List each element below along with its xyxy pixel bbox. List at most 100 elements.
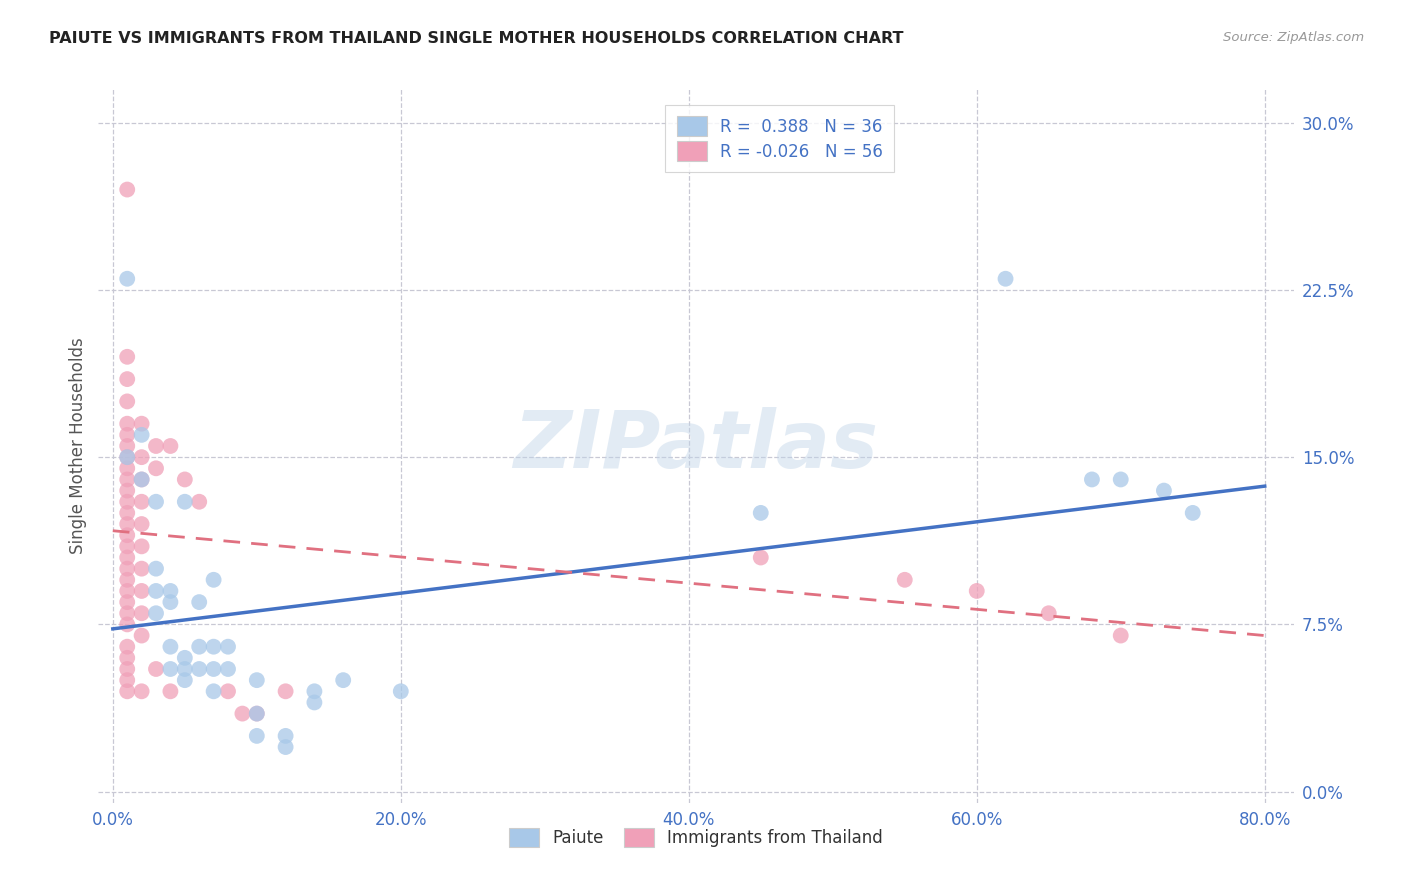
Point bbox=[115, 450, 138, 464]
Point bbox=[1181, 506, 1204, 520]
Point bbox=[217, 640, 239, 654]
Point bbox=[994, 271, 1017, 285]
Point bbox=[115, 583, 138, 598]
Point bbox=[159, 583, 181, 598]
Point bbox=[115, 539, 138, 553]
Point bbox=[304, 696, 326, 710]
Point bbox=[389, 684, 412, 698]
Point bbox=[115, 450, 138, 464]
Point bbox=[145, 662, 167, 676]
Point bbox=[115, 494, 138, 508]
Point bbox=[217, 662, 239, 676]
Point bbox=[274, 729, 297, 743]
Point bbox=[115, 394, 138, 409]
Point bbox=[131, 427, 153, 442]
Text: ZIPatlas: ZIPatlas bbox=[513, 407, 879, 485]
Point bbox=[159, 662, 181, 676]
Point bbox=[115, 550, 138, 565]
Point bbox=[115, 517, 138, 532]
Y-axis label: Single Mother Households: Single Mother Households bbox=[69, 338, 87, 554]
Text: Source: ZipAtlas.com: Source: ZipAtlas.com bbox=[1223, 31, 1364, 45]
Point bbox=[145, 583, 167, 598]
Legend: Paiute, Immigrants from Thailand: Paiute, Immigrants from Thailand bbox=[501, 819, 891, 855]
Point bbox=[145, 439, 167, 453]
Point bbox=[115, 417, 138, 431]
Point bbox=[115, 350, 138, 364]
Point bbox=[246, 673, 269, 687]
Point bbox=[131, 628, 153, 642]
Point bbox=[966, 583, 988, 598]
Point bbox=[131, 607, 153, 621]
Point bbox=[115, 182, 138, 196]
Point bbox=[131, 539, 153, 553]
Point bbox=[115, 662, 138, 676]
Point bbox=[159, 595, 181, 609]
Point bbox=[217, 684, 239, 698]
Point bbox=[131, 562, 153, 576]
Point bbox=[131, 684, 153, 698]
Point bbox=[115, 673, 138, 687]
Point bbox=[115, 684, 138, 698]
Point bbox=[893, 573, 915, 587]
Point bbox=[115, 271, 138, 285]
Point bbox=[131, 472, 153, 486]
Point bbox=[173, 472, 195, 486]
Point bbox=[131, 417, 153, 431]
Point bbox=[188, 640, 211, 654]
Point bbox=[231, 706, 253, 721]
Point bbox=[202, 573, 225, 587]
Point bbox=[115, 651, 138, 665]
Point bbox=[202, 640, 225, 654]
Point bbox=[159, 439, 181, 453]
Point bbox=[115, 607, 138, 621]
Point bbox=[115, 506, 138, 520]
Point bbox=[304, 684, 326, 698]
Point bbox=[115, 472, 138, 486]
Point bbox=[131, 494, 153, 508]
Point bbox=[188, 662, 211, 676]
Point bbox=[115, 372, 138, 386]
Point bbox=[173, 651, 195, 665]
Point bbox=[173, 494, 195, 508]
Point bbox=[145, 461, 167, 475]
Point bbox=[131, 517, 153, 532]
Point bbox=[749, 550, 772, 565]
Point bbox=[115, 573, 138, 587]
Point bbox=[188, 494, 211, 508]
Point bbox=[131, 450, 153, 464]
Point bbox=[159, 640, 181, 654]
Point bbox=[115, 439, 138, 453]
Point bbox=[145, 562, 167, 576]
Point bbox=[115, 562, 138, 576]
Point bbox=[115, 528, 138, 542]
Point bbox=[1081, 472, 1104, 486]
Point bbox=[115, 640, 138, 654]
Point bbox=[332, 673, 354, 687]
Point bbox=[274, 684, 297, 698]
Point bbox=[188, 595, 211, 609]
Point bbox=[115, 461, 138, 475]
Point bbox=[1109, 472, 1132, 486]
Point bbox=[115, 617, 138, 632]
Point bbox=[202, 662, 225, 676]
Point bbox=[274, 740, 297, 755]
Point bbox=[1153, 483, 1175, 498]
Point bbox=[246, 729, 269, 743]
Point bbox=[749, 506, 772, 520]
Point bbox=[131, 472, 153, 486]
Point bbox=[246, 706, 269, 721]
Point bbox=[246, 706, 269, 721]
Point bbox=[145, 607, 167, 621]
Point bbox=[1109, 628, 1132, 642]
Text: PAIUTE VS IMMIGRANTS FROM THAILAND SINGLE MOTHER HOUSEHOLDS CORRELATION CHART: PAIUTE VS IMMIGRANTS FROM THAILAND SINGL… bbox=[49, 31, 904, 46]
Point bbox=[173, 662, 195, 676]
Point bbox=[1038, 607, 1060, 621]
Point bbox=[202, 684, 225, 698]
Point bbox=[145, 494, 167, 508]
Point bbox=[159, 684, 181, 698]
Point bbox=[173, 673, 195, 687]
Point bbox=[115, 427, 138, 442]
Point bbox=[115, 595, 138, 609]
Point bbox=[115, 483, 138, 498]
Point bbox=[131, 583, 153, 598]
